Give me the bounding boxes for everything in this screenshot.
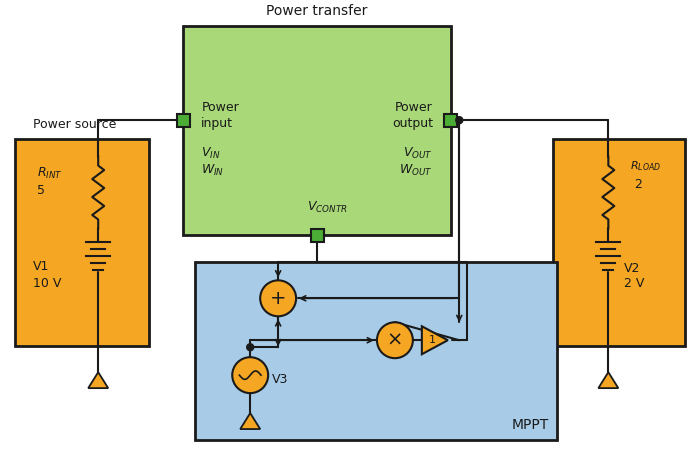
- Text: $R_{LOAD}$: $R_{LOAD}$: [630, 160, 662, 173]
- Bar: [177, 114, 190, 127]
- Text: $V_{OUT}$: $V_{OUT}$: [403, 146, 433, 161]
- Bar: [15, 138, 149, 346]
- Text: +: +: [270, 289, 286, 308]
- Text: 1: 1: [428, 335, 435, 345]
- Text: $V_{IN}$: $V_{IN}$: [202, 146, 220, 161]
- Bar: [195, 262, 556, 440]
- Polygon shape: [598, 372, 618, 388]
- Bar: [444, 114, 457, 127]
- Text: $V_{CONTR}$: $V_{CONTR}$: [307, 200, 348, 215]
- Bar: [552, 138, 685, 346]
- Text: Power source: Power source: [33, 118, 116, 131]
- Circle shape: [377, 322, 413, 358]
- Circle shape: [456, 117, 463, 123]
- Text: $R_{INT}$: $R_{INT}$: [36, 166, 62, 181]
- Circle shape: [260, 281, 296, 316]
- Text: 2 V: 2 V: [624, 277, 645, 290]
- Bar: [311, 229, 323, 242]
- Polygon shape: [240, 413, 260, 429]
- Text: ×: ×: [386, 331, 403, 350]
- Text: V3: V3: [272, 373, 288, 385]
- Circle shape: [232, 357, 268, 393]
- Text: 2: 2: [634, 178, 642, 191]
- Bar: [183, 26, 451, 236]
- Text: $W_{OUT}$: $W_{OUT}$: [399, 163, 433, 178]
- Text: V1: V1: [33, 260, 49, 273]
- Text: $W_{IN}$: $W_{IN}$: [202, 163, 225, 178]
- Text: MPPT: MPPT: [512, 418, 549, 432]
- Text: Power
output: Power output: [392, 101, 433, 130]
- Text: 10 V: 10 V: [33, 277, 61, 290]
- Polygon shape: [422, 326, 448, 354]
- Polygon shape: [88, 372, 108, 388]
- Text: Power transfer: Power transfer: [267, 4, 368, 18]
- Text: Power
input: Power input: [202, 101, 239, 130]
- Circle shape: [246, 344, 253, 350]
- Text: V2: V2: [624, 262, 640, 275]
- Text: 5: 5: [36, 184, 45, 197]
